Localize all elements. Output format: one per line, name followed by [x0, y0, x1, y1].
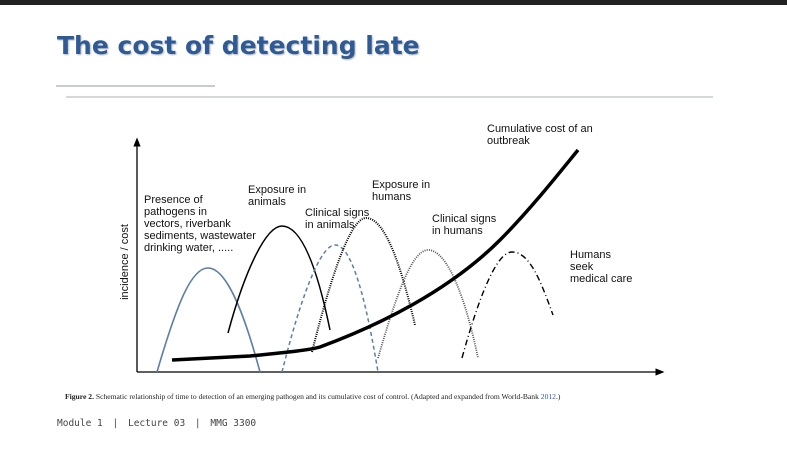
figure: incidence / cost Presence of pathogens i…: [119, 123, 665, 376]
label-exposure-humans: Exposure in humans: [372, 179, 433, 203]
text-line: medical care: [570, 273, 632, 285]
text-line: seek: [570, 261, 594, 273]
label-medical-care: Humans seek medical care: [570, 249, 632, 285]
text-line: Schematic relationship of time to detect…: [96, 392, 541, 401]
text-line: 2012: [541, 392, 556, 401]
figure-caption: Figure 2. Schematic relationship of time…: [65, 392, 561, 401]
curve-pathogens: [156, 267, 261, 373]
curve-clinical-animals: [281, 244, 379, 373]
text-line: in animals: [305, 219, 355, 231]
text-line: humans: [372, 191, 412, 203]
label-pathogens: Presence of pathogens in vectors, riverb…: [144, 194, 259, 254]
text-line: Exposure in: [248, 184, 306, 196]
label-clinical-animals: Clinical signs in animals: [305, 207, 372, 231]
label-clinical-humans: Clinical signs in humans: [432, 213, 499, 237]
curve-medical-care: [461, 251, 554, 359]
footer: Module 1 | Lecture 03 | MMG 3300: [57, 418, 256, 429]
curve-cumulative-cost: [171, 148, 580, 362]
text-line: Presence of: [144, 194, 204, 206]
y-axis-label: incidence / cost: [119, 224, 131, 300]
text-line: Module 1: [57, 418, 103, 429]
text-line: Exposure in: [372, 179, 430, 191]
text-line: Figure 2.: [65, 392, 94, 401]
curve-exposure-animals: [227, 225, 331, 334]
text-line: in humans: [432, 225, 483, 237]
text-line: sediments, wastewater: [144, 230, 256, 242]
text-line: |: [113, 418, 119, 429]
curve-exposure-humans: [311, 216, 416, 353]
label-exposure-animals: Exposure in animals: [248, 184, 309, 208]
curve-clinical-humans: [377, 249, 479, 359]
text-line: Clinical signs: [305, 207, 370, 219]
text-line: vectors, riverbank: [144, 218, 231, 230]
text-line: .): [556, 392, 561, 401]
text-line: outbreak: [487, 135, 530, 147]
text-line: pathogens in: [144, 206, 207, 218]
text-line: MMG 3300: [210, 418, 256, 429]
text-line: Cumulative cost of an: [487, 123, 593, 135]
text-line: drinking water, .....: [144, 242, 233, 254]
text-line: |: [195, 418, 201, 429]
text-line: Humans: [570, 249, 611, 261]
label-cumulative-cost: Cumulative cost of an outbreak: [487, 123, 596, 147]
top-bar: [0, 0, 787, 5]
text-line: animals: [248, 196, 286, 208]
text-line: Clinical signs: [432, 213, 497, 225]
text-line: Lecture 03: [128, 418, 185, 429]
slide-title: The cost of detecting late: [57, 31, 420, 60]
